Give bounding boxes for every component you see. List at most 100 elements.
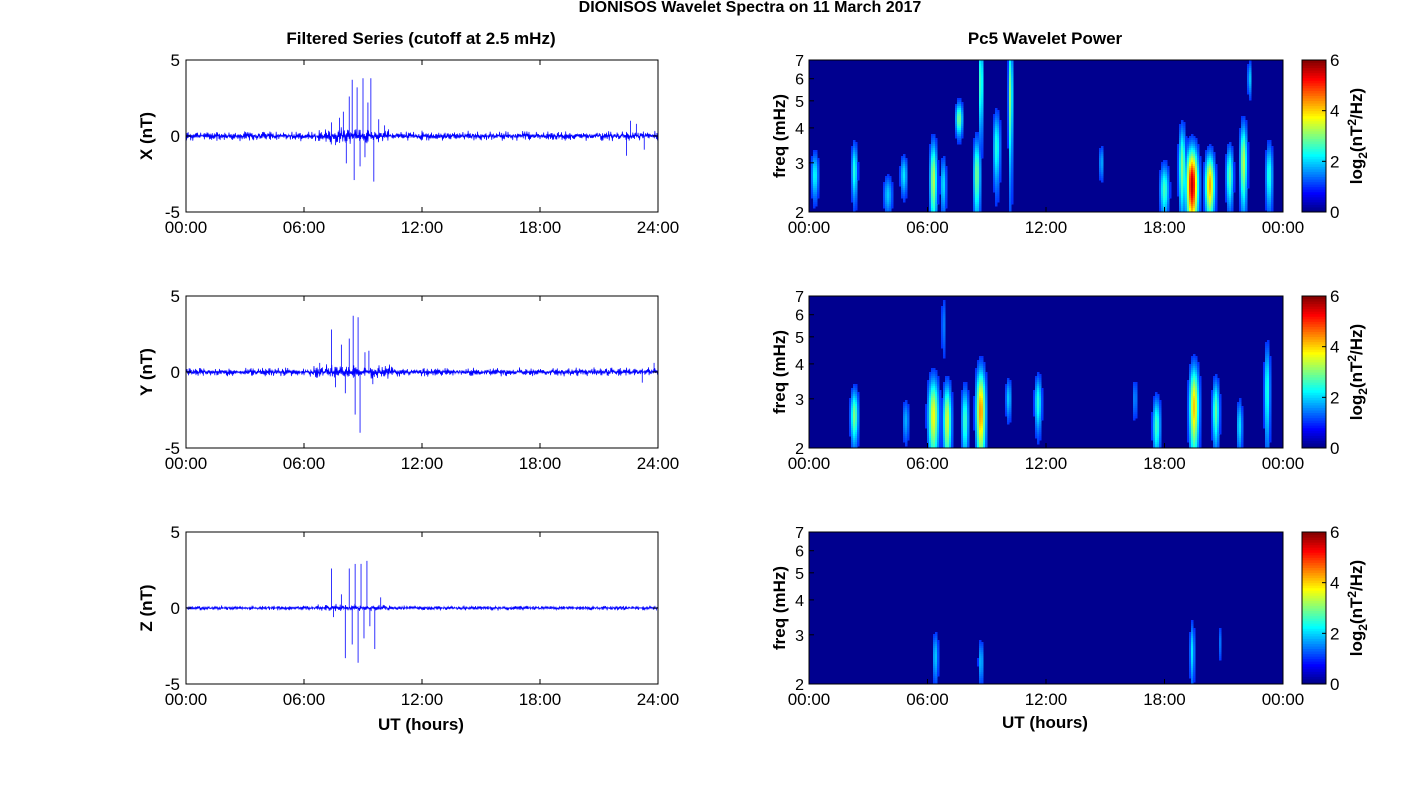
heatmap-cell: [1193, 174, 1196, 177]
heatmap-cell: [1265, 196, 1268, 199]
heatmap-cell: [997, 180, 1000, 183]
heatmap-cell: [1227, 162, 1230, 165]
heatmap-cell: [903, 402, 906, 405]
heatmap-cell: [1243, 172, 1246, 175]
heatmap-cell: [1189, 210, 1192, 213]
heatmap-cell: [1009, 390, 1012, 393]
heatmap-cell: [973, 148, 976, 151]
heatmap-cell: [1231, 188, 1234, 191]
heatmap-cell: [939, 442, 942, 445]
heatmap-cell: [1219, 428, 1222, 431]
heatmap-cell: [1241, 430, 1244, 433]
heatmap-cell: [1243, 206, 1246, 209]
heatmap-cell: [1189, 192, 1192, 195]
heatmap-cell: [975, 186, 978, 189]
heatmap-cell: [931, 146, 934, 149]
heatmap-cell: [851, 158, 854, 161]
heatmap-cell: [961, 104, 964, 107]
heatmap-cell: [1237, 422, 1240, 425]
heatmap-cell: [901, 158, 904, 161]
heatmap-cell: [905, 426, 908, 429]
heatmap-cell: [1193, 362, 1196, 365]
heatmap-cell: [975, 378, 978, 381]
heatmap-cell: [1199, 384, 1202, 387]
heatmap-cell: [967, 412, 970, 415]
heatmap-cell: [1229, 152, 1232, 155]
heatmap-cell: [1215, 396, 1218, 399]
heatmap-cell: [1245, 134, 1248, 137]
heatmap-cell: [925, 418, 928, 421]
heatmap-cell: [1243, 160, 1246, 163]
heatmap-cell: [933, 426, 936, 429]
heatmap-cell: [1227, 182, 1230, 185]
heatmap-cell: [963, 424, 966, 427]
heatmap-cell: [1211, 152, 1214, 155]
heatmap-cell: [979, 426, 982, 429]
heatmap-cell: [1189, 136, 1192, 139]
heatmap-cell: [997, 110, 1000, 113]
heatmap-cell: [975, 372, 978, 375]
heatmap-cell: [1195, 396, 1198, 399]
colorbar-label: log2(nT2/Hz): [1345, 88, 1370, 184]
heatmap-cell: [1211, 408, 1214, 411]
heatmap-cell: [1007, 422, 1010, 425]
heatmap-cell: [853, 154, 856, 157]
heatmap-cell: [1037, 390, 1040, 393]
heatmap-cell: [949, 400, 952, 403]
heatmap-cell: [943, 186, 946, 189]
heatmap-cell: [1135, 386, 1138, 389]
heatmap-cell: [1197, 400, 1200, 403]
heatmap-cell: [1205, 194, 1208, 197]
heatmap-cell: [1181, 122, 1184, 125]
heatmap-cell: [1269, 160, 1272, 163]
heatmap-cell: [951, 392, 954, 395]
heatmap-cell: [1267, 432, 1270, 435]
heatmap-cell: [1157, 436, 1160, 439]
heatmap-cell: [1191, 150, 1194, 153]
heatmap-cell: [1009, 72, 1012, 75]
heatmap-cell: [1233, 176, 1236, 179]
heatmap-cell: [1215, 176, 1218, 179]
heatmap-cell: [885, 194, 888, 197]
heatmap-cell: [1181, 162, 1184, 165]
heatmap-cell: [995, 200, 998, 203]
heatmap-cell: [935, 406, 938, 409]
heatmap-cell: [981, 426, 984, 429]
heatmap-cell: [995, 192, 998, 195]
heatmap-cell: [1263, 426, 1266, 429]
heatmap-cell: [1197, 428, 1200, 431]
heatmap-cell: [941, 416, 944, 419]
heatmap-cell: [931, 186, 934, 189]
heatmap-cell: [1229, 148, 1232, 151]
heatmap-cell: [929, 196, 932, 199]
heatmap-cell: [979, 186, 982, 189]
heatmap-cell: [947, 384, 950, 387]
heatmap-cell: [1195, 378, 1198, 381]
heatmap-cell: [1217, 444, 1220, 447]
heatmap-cell: [1241, 444, 1244, 447]
heatmap-cell: [853, 434, 856, 437]
heatmap-cell: [1207, 160, 1210, 163]
heatmap-cell: [1263, 362, 1266, 365]
heatmap-cell: [1265, 186, 1268, 189]
heatmap-cell: [1217, 380, 1220, 383]
heatmap-cell: [849, 404, 852, 407]
heatmap-cell: [1229, 166, 1232, 169]
heatmap-cell: [1155, 428, 1158, 431]
heatmap-cell: [1247, 74, 1250, 77]
heatmap-cell: [1217, 412, 1220, 415]
heatmap-cell: [1011, 198, 1014, 201]
heatmap-cell: [1269, 196, 1272, 199]
heatmap-cell: [943, 160, 946, 163]
heatmap-cell: [957, 130, 960, 133]
heatmap-cell: [1247, 82, 1250, 85]
heatmap-cell: [1135, 412, 1138, 415]
heatmap-cell: [941, 202, 944, 205]
heatmap-cell: [1239, 444, 1242, 447]
heatmap-cell: [1231, 172, 1234, 175]
heatmap-cell: [1239, 406, 1242, 409]
heatmap-cell: [1159, 176, 1162, 179]
heatmap-cell: [813, 184, 816, 187]
heatmap-cell: [933, 144, 936, 147]
heatmap-cell: [967, 426, 970, 429]
